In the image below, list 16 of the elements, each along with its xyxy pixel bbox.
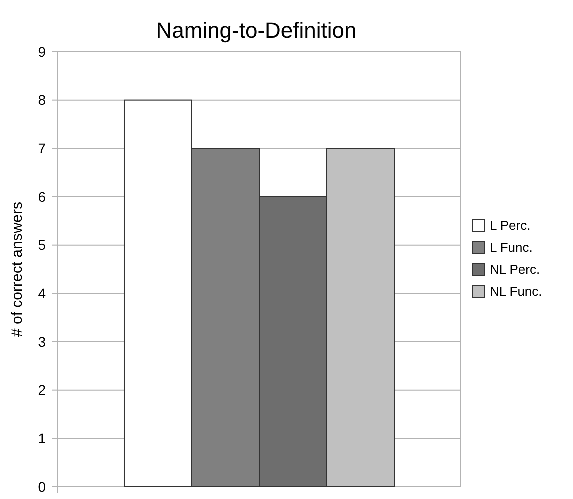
y-tick-label: 2 — [38, 382, 46, 398]
legend-label: NL Func. — [490, 284, 542, 300]
y-tick-label: 8 — [38, 92, 46, 108]
y-tick-label: 1 — [38, 430, 46, 447]
y-tick-label: 6 — [38, 188, 46, 205]
y-tick-label: 5 — [38, 237, 46, 254]
y-tick-label: 4 — [38, 286, 46, 302]
y-tick-label: 9 — [38, 44, 46, 60]
y-tick-label: 7 — [38, 140, 46, 157]
y-tick-label: 3 — [38, 334, 46, 350]
legend-label: NL Perc. — [490, 262, 540, 278]
chart-title: Naming-to-Definition — [156, 18, 357, 43]
legend-label: L Func. — [490, 240, 533, 256]
legend-label: L Perc. — [490, 218, 531, 234]
y-axis-title: # of correct answers — [9, 202, 26, 338]
y-tick-label: 0 — [38, 478, 46, 495]
